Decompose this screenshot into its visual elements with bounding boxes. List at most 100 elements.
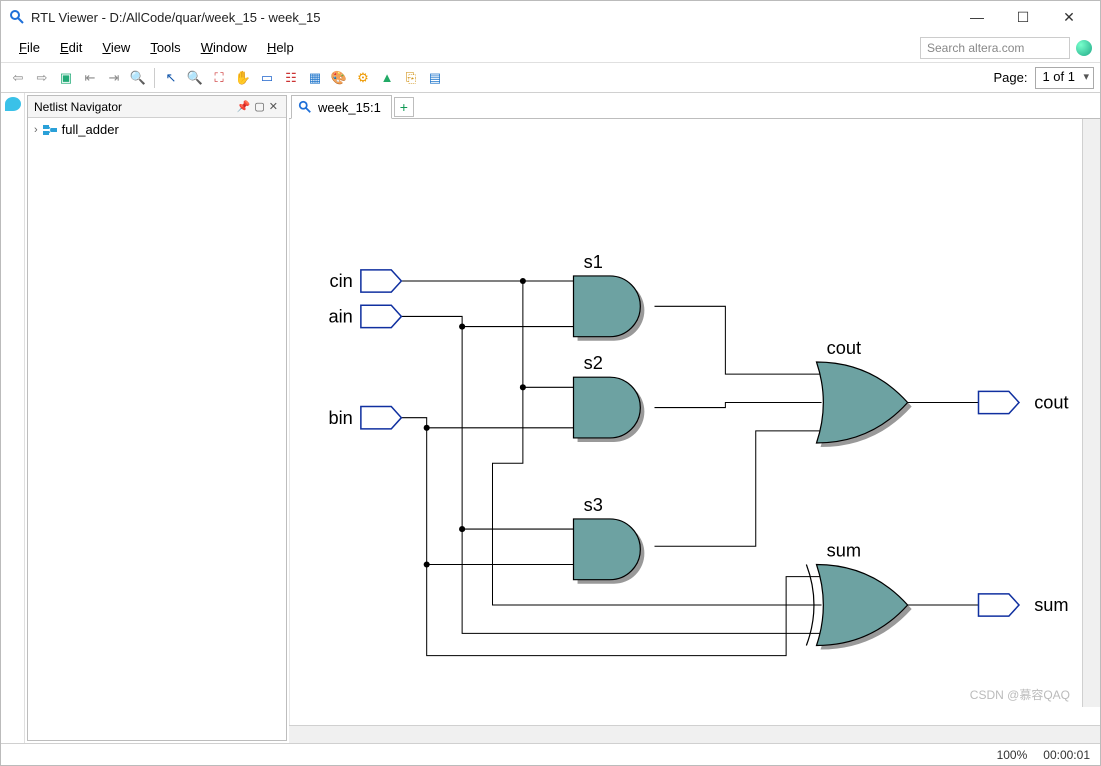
gate-s3[interactable] xyxy=(574,519,641,580)
port-label: cin xyxy=(329,271,352,291)
zoom-fit-icon[interactable]: ▣ xyxy=(55,67,77,89)
menu-file[interactable]: File xyxy=(9,36,50,59)
minimize-button[interactable]: — xyxy=(954,2,1000,32)
canvas-wrap: cin ain bin cout sum s1 s2 s3 cout sum CSDN @慕容QA… xyxy=(289,119,1100,725)
gate-label: sum xyxy=(827,540,861,560)
search-input[interactable]: Search altera.com xyxy=(920,37,1070,59)
titlebar: RTL Viewer - D:/AllCode/quar/week_15 - w… xyxy=(1,1,1100,33)
junction xyxy=(520,278,526,284)
vertical-scrollbar[interactable] xyxy=(1082,119,1100,707)
select-icon[interactable]: ▭ xyxy=(256,67,278,89)
close-button[interactable]: ✕ xyxy=(1046,2,1092,32)
tree-item-full-adder[interactable]: › full_adder xyxy=(34,122,280,137)
navigator-tree[interactable]: › full_adder xyxy=(28,118,286,740)
netlist-navigator-panel: Netlist Navigator 📌 ▢ ✕ › full_adder xyxy=(27,95,287,741)
window-buttons: — ☐ ✕ xyxy=(954,2,1092,32)
gate-label: s2 xyxy=(584,353,603,373)
wire xyxy=(523,281,574,387)
prev-page-icon[interactable]: ⇤ xyxy=(79,67,101,89)
schematic-area: week_15:1 + cin ain bin cout sum s1 s2 s3 cout su… xyxy=(289,93,1100,743)
page-selector[interactable]: 1 of 1 xyxy=(1035,67,1094,89)
navigator-header: Netlist Navigator 📌 ▢ ✕ xyxy=(28,96,286,118)
back-icon[interactable]: ⇦ xyxy=(7,67,29,89)
report-icon[interactable]: ▤ xyxy=(424,67,446,89)
settings-icon[interactable]: ⚙ xyxy=(352,67,374,89)
forward-icon[interactable]: ⇨ xyxy=(31,67,53,89)
menu-window[interactable]: Window xyxy=(191,36,257,59)
menu-tools[interactable]: Tools xyxy=(140,36,190,59)
junction xyxy=(459,324,465,330)
input-port-ain[interactable] xyxy=(361,305,402,327)
add-tab-button[interactable]: + xyxy=(394,97,414,117)
junction xyxy=(459,526,465,532)
zoom-icon[interactable]: 🔍 xyxy=(184,67,206,89)
left-gutter xyxy=(1,93,25,743)
toolbar-separator xyxy=(154,68,155,88)
tab-label: week_15:1 xyxy=(318,100,381,115)
gate-sum[interactable] xyxy=(817,565,908,646)
statusbar: 100% 00:00:01 xyxy=(1,743,1100,765)
app-window: RTL Viewer - D:/AllCode/quar/week_15 - w… xyxy=(0,0,1101,766)
elapsed-time: 00:00:01 xyxy=(1043,748,1090,762)
maximize-button[interactable]: ☐ xyxy=(1000,2,1046,32)
globe-icon[interactable] xyxy=(1076,40,1092,56)
menubar: FileEditViewToolsWindowHelp Search alter… xyxy=(1,33,1100,63)
window-title: RTL Viewer - D:/AllCode/quar/week_15 - w… xyxy=(31,10,954,25)
module-icon xyxy=(42,124,58,136)
find-icon[interactable]: 🔍 xyxy=(127,67,149,89)
menu-help[interactable]: Help xyxy=(257,36,304,59)
panel-close-icon[interactable]: ✕ xyxy=(269,100,278,113)
message-icon[interactable] xyxy=(5,97,21,111)
output-port-cout[interactable] xyxy=(979,391,1020,413)
chevron-right-icon[interactable]: › xyxy=(34,124,38,136)
tabbar: week_15:1 + xyxy=(289,93,1100,119)
pin-icon[interactable]: 📌 xyxy=(237,100,251,113)
hierarchy-icon[interactable]: ☷ xyxy=(280,67,302,89)
hand-icon[interactable]: ✋ xyxy=(232,67,254,89)
menu-view[interactable]: View xyxy=(92,36,140,59)
output-port-sum[interactable] xyxy=(979,594,1020,616)
gate-label: cout xyxy=(827,338,861,358)
tree-item-label: full_adder xyxy=(62,122,119,137)
gate-label: s1 xyxy=(584,252,603,272)
wire xyxy=(401,316,573,326)
gate-label: s3 xyxy=(584,495,603,515)
toolbar: ⇦⇨▣⇤⇥🔍 ↖🔍⛶✋▭☷▦🎨⚙▲⎘▤ Page: 1 of 1 xyxy=(1,63,1100,93)
gate-s1[interactable] xyxy=(574,276,641,337)
schematic-canvas[interactable]: cin ain bin cout sum s1 s2 s3 cout sum xyxy=(290,119,1100,725)
zoom-level: 100% xyxy=(997,748,1028,762)
junction xyxy=(424,425,430,431)
tab-week-15[interactable]: week_15:1 xyxy=(291,95,392,119)
wire xyxy=(493,387,822,605)
page-label: Page: xyxy=(993,70,1027,85)
watermark: CSDN @慕容QAQ xyxy=(970,686,1070,703)
wire xyxy=(655,431,822,546)
horizontal-scrollbar[interactable] xyxy=(289,725,1100,743)
port-label: sum xyxy=(1034,595,1068,615)
pointer-icon[interactable]: ↖ xyxy=(160,67,182,89)
junction xyxy=(520,384,526,390)
menu-edit[interactable]: Edit xyxy=(50,36,92,59)
net-icon[interactable]: ▦ xyxy=(304,67,326,89)
port-label: cout xyxy=(1034,393,1068,413)
app-icon xyxy=(9,9,25,25)
wire xyxy=(655,306,822,374)
wire xyxy=(427,428,574,565)
main-body: Netlist Navigator 📌 ▢ ✕ › full_adder xyxy=(1,93,1100,743)
bird-icon[interactable]: ▲ xyxy=(376,67,398,89)
wire xyxy=(655,403,822,408)
export-icon[interactable]: ⎘ xyxy=(400,67,422,89)
window-icon[interactable]: ▢ xyxy=(254,100,264,113)
input-port-cin[interactable] xyxy=(361,270,402,292)
junction xyxy=(424,561,430,567)
port-label: ain xyxy=(328,307,352,327)
gate-s2[interactable] xyxy=(574,377,641,438)
color-icon[interactable]: 🎨 xyxy=(328,67,350,89)
navigator-title: Netlist Navigator xyxy=(34,100,235,114)
port-label: bin xyxy=(328,408,352,428)
input-port-bin[interactable] xyxy=(361,407,402,429)
tab-icon xyxy=(298,100,312,114)
gate-cout[interactable] xyxy=(817,362,908,443)
next-page-icon[interactable]: ⇥ xyxy=(103,67,125,89)
expand-icon[interactable]: ⛶ xyxy=(208,67,230,89)
